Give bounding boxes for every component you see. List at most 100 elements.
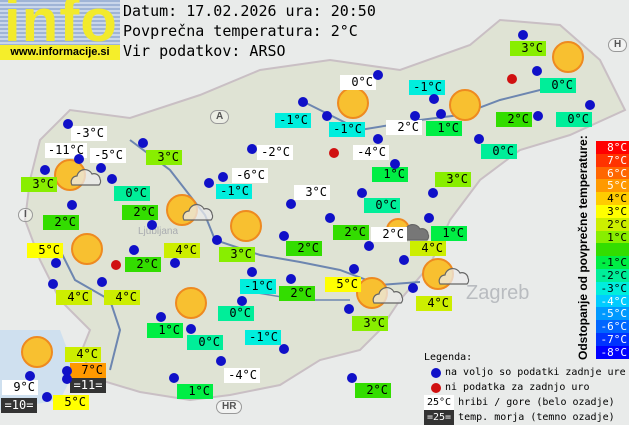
station-temperature[interactable]: 2°C [122,205,158,220]
station-temperature[interactable]: -4°C [224,368,260,383]
station-dot[interactable] [169,373,179,383]
station-dot[interactable] [428,188,438,198]
station-temperature[interactable]: 5°C [27,243,63,258]
station-temperature[interactable]: 3°C [294,185,330,200]
logo-url[interactable]: www.informacije.si [0,45,120,60]
station-temperature[interactable]: 2°C [371,227,407,242]
station-temperature[interactable]: -1°C [240,279,276,294]
station-temperature[interactable]: -4°C [353,145,389,160]
station-dot[interactable] [533,111,543,121]
station-dot[interactable] [62,374,72,384]
station-dot[interactable] [218,172,228,182]
station-dot[interactable] [96,163,106,173]
station-temperature[interactable]: -1°C [329,122,365,137]
station-temperature[interactable]: 3°C [219,247,255,262]
station-dot[interactable] [216,356,226,366]
station-dot[interactable] [357,188,367,198]
station-dot[interactable] [436,109,446,119]
station-temperature[interactable]: 2°C [386,120,422,135]
station-temperature[interactable]: 0°C [556,112,592,127]
station-temperature[interactable]: -2°C [257,145,293,160]
station-temperature[interactable]: 3°C [21,177,57,192]
station-dot[interactable] [408,283,418,293]
station-temperature[interactable]: 4°C [164,243,200,258]
station-temperature[interactable]: 4°C [56,290,92,305]
station-dot[interactable] [247,267,257,277]
station-temperature[interactable]: 2°C [279,286,315,301]
station-temperature[interactable]: 7°C [70,363,106,378]
station-dot[interactable] [247,144,257,154]
station-dot[interactable] [279,344,289,354]
station-dot[interactable] [67,200,77,210]
station-dot[interactable] [74,154,84,164]
station-temperature[interactable]: 9°C [2,380,38,395]
station-dot[interactable] [186,324,196,334]
station-dot[interactable] [410,111,420,121]
station-temperature[interactable]: 3°C [352,316,388,331]
station-dot[interactable] [129,245,139,255]
station-dot[interactable] [286,199,296,209]
station-dot[interactable] [364,241,374,251]
station-no-data-dot[interactable] [329,148,339,158]
station-dot[interactable] [390,159,400,169]
station-dot[interactable] [107,174,117,184]
station-dot[interactable] [40,165,50,175]
site-logo[interactable]: info www.informacije.si [0,0,120,60]
station-dot[interactable] [286,274,296,284]
station-temperature[interactable]: 4°C [416,296,452,311]
station-temperature[interactable]: 5°C [325,277,361,292]
station-dot[interactable] [298,97,308,107]
station-temperature[interactable]: 1°C [372,167,408,182]
station-dot[interactable] [474,134,484,144]
station-dot[interactable] [156,312,166,322]
station-dot[interactable] [322,111,332,121]
station-dot[interactable] [42,392,52,402]
station-dot[interactable] [349,264,359,274]
station-dot[interactable] [373,134,383,144]
station-no-data-dot[interactable] [507,74,517,84]
station-temperature[interactable]: 2°C [286,241,322,256]
station-temperature[interactable]: 4°C [410,241,446,256]
station-temperature[interactable]: 1°C [177,384,213,399]
station-dot[interactable] [424,213,434,223]
station-dot[interactable] [429,94,439,104]
station-temperature[interactable]: -1°C [216,184,252,199]
station-temperature[interactable]: 3°C [510,41,546,56]
station-temperature[interactable]: -3°C [71,126,107,141]
station-temperature[interactable]: 2°C [125,257,161,272]
station-dot[interactable] [237,296,247,306]
station-temperature[interactable]: 0°C [187,335,223,350]
station-temperature[interactable]: 1°C [426,121,462,136]
station-dot[interactable] [62,366,72,376]
station-dot[interactable] [25,371,35,381]
station-dot[interactable] [373,70,383,80]
station-temperature[interactable]: =11= [70,378,106,393]
station-temperature[interactable]: -5°C [90,148,126,163]
station-dot[interactable] [51,258,61,268]
station-temperature[interactable]: 5°C [53,395,89,410]
station-dot[interactable] [48,279,58,289]
station-temperature[interactable]: 0°C [218,306,254,321]
station-temperature[interactable]: -6°C [232,168,268,183]
station-temperature[interactable]: 3°C [435,172,471,187]
station-temperature[interactable]: 2°C [355,383,391,398]
station-dot[interactable] [518,30,528,40]
station-temperature[interactable]: 4°C [104,290,140,305]
station-temperature[interactable]: 0°C [340,75,376,90]
station-temperature[interactable]: 0°C [114,186,150,201]
station-no-data-dot[interactable] [111,260,121,270]
station-dot[interactable] [147,220,157,230]
station-dot[interactable] [63,119,73,129]
station-temperature[interactable]: 3°C [146,150,182,165]
station-temperature[interactable]: 1°C [147,323,183,338]
station-temperature[interactable]: -1°C [275,113,311,128]
station-temperature[interactable]: -1°C [245,330,281,345]
station-dot[interactable] [325,213,335,223]
station-dot[interactable] [138,138,148,148]
station-temperature[interactable]: 0°C [481,144,517,159]
station-dot[interactable] [279,231,289,241]
station-temperature[interactable]: 2°C [496,112,532,127]
station-dot[interactable] [532,66,542,76]
station-dot[interactable] [585,100,595,110]
station-temperature[interactable]: -1°C [409,80,445,95]
